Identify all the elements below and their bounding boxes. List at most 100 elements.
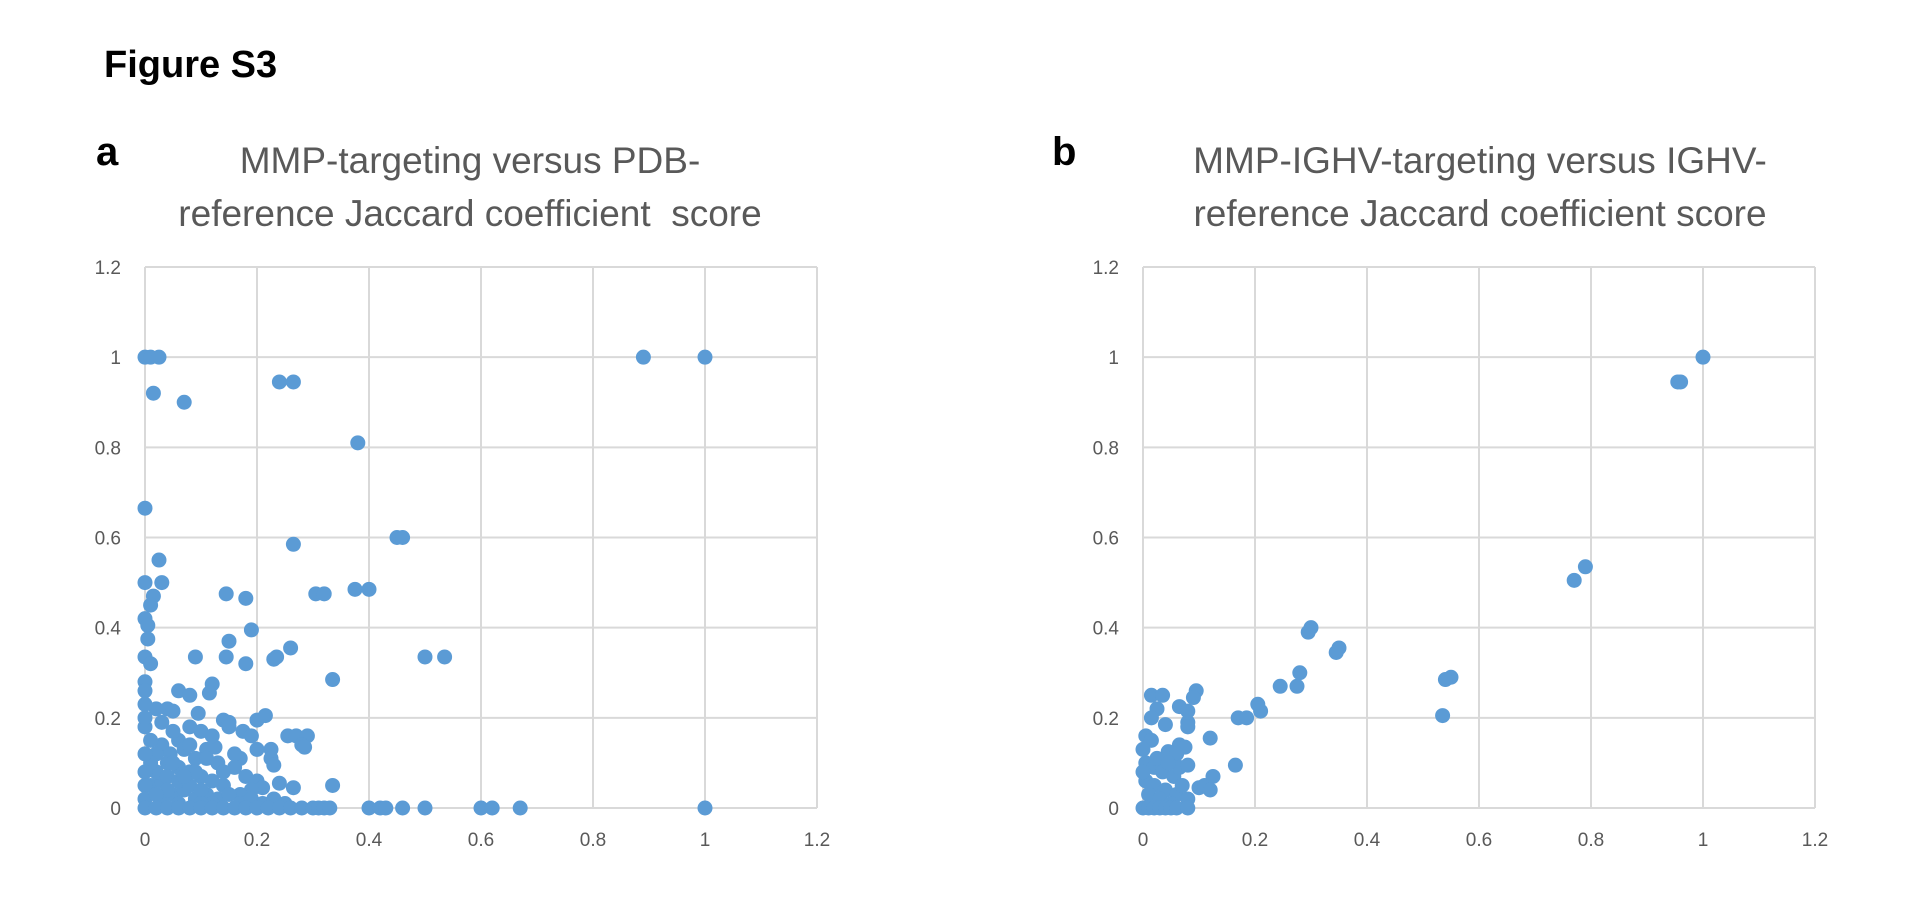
y-tick-label: 0 bbox=[1108, 799, 1119, 820]
data-point bbox=[193, 800, 209, 816]
data-point bbox=[145, 385, 161, 401]
x-tick-label: 1 bbox=[700, 830, 711, 851]
data-point bbox=[697, 349, 713, 365]
data-point bbox=[1180, 757, 1196, 773]
data-point bbox=[1435, 708, 1451, 724]
data-point bbox=[512, 800, 528, 816]
data-point bbox=[1174, 777, 1190, 793]
data-point bbox=[176, 394, 192, 410]
y-tick-label: 0.6 bbox=[95, 529, 121, 550]
data-point bbox=[204, 728, 220, 744]
data-point bbox=[417, 649, 433, 665]
data-point bbox=[227, 800, 243, 816]
data-point bbox=[1300, 624, 1316, 640]
data-point bbox=[199, 750, 215, 766]
data-point bbox=[182, 687, 198, 703]
data-point bbox=[137, 710, 153, 726]
data-point bbox=[316, 586, 332, 602]
data-point bbox=[140, 617, 156, 633]
data-point bbox=[1695, 349, 1711, 365]
data-point bbox=[137, 764, 153, 780]
data-point bbox=[187, 750, 203, 766]
data-point bbox=[137, 683, 153, 699]
data-point bbox=[361, 581, 377, 597]
data-point bbox=[347, 581, 363, 597]
data-point bbox=[238, 590, 254, 606]
data-point bbox=[283, 800, 299, 816]
data-point bbox=[1292, 665, 1308, 681]
data-point bbox=[1155, 687, 1171, 703]
data-point bbox=[285, 536, 301, 552]
data-point bbox=[137, 777, 153, 793]
y-tick-label: 0 bbox=[110, 799, 121, 820]
x-tick-label: 0 bbox=[1138, 830, 1149, 851]
data-point bbox=[154, 714, 170, 730]
data-point bbox=[207, 739, 223, 755]
x-tick-label: 1.2 bbox=[804, 830, 830, 851]
panel-a: a MMP-targeting versus PDB- reference Ja… bbox=[0, 120, 900, 880]
data-point bbox=[325, 672, 341, 688]
data-point bbox=[1157, 717, 1173, 733]
data-point bbox=[143, 597, 159, 613]
data-point bbox=[294, 800, 310, 816]
y-tick-label: 0.4 bbox=[1093, 619, 1120, 640]
data-point bbox=[417, 800, 433, 816]
x-tick-label: 0.4 bbox=[356, 830, 383, 851]
data-point bbox=[325, 777, 341, 793]
data-point bbox=[1205, 768, 1221, 784]
data-point bbox=[204, 800, 220, 816]
x-tick-label: 1 bbox=[1698, 830, 1709, 851]
x-tick-label: 0.2 bbox=[244, 830, 270, 851]
data-point bbox=[238, 656, 254, 672]
figure-title: Figure S3 bbox=[104, 44, 278, 86]
data-point bbox=[1180, 800, 1196, 816]
data-point bbox=[1143, 710, 1159, 726]
data-point bbox=[1180, 719, 1196, 735]
panel-letter: a bbox=[96, 130, 119, 174]
data-point bbox=[1239, 710, 1255, 726]
y-tick-label: 1.2 bbox=[1093, 258, 1119, 279]
data-point bbox=[137, 575, 153, 591]
data-point bbox=[635, 349, 651, 365]
data-point bbox=[1437, 672, 1453, 688]
data-point bbox=[154, 575, 170, 591]
y-tick-label: 0.2 bbox=[95, 709, 121, 730]
data-point bbox=[221, 786, 237, 802]
panel-b: b MMP-IGHV-targeting versus IGHV- refere… bbox=[1000, 120, 1900, 880]
y-tick-label: 1.2 bbox=[95, 258, 121, 279]
data-point bbox=[271, 800, 287, 816]
data-point bbox=[165, 755, 181, 771]
x-tick-label: 0.6 bbox=[468, 830, 494, 851]
data-point bbox=[182, 800, 198, 816]
data-point bbox=[255, 780, 271, 796]
data-point bbox=[378, 800, 394, 816]
data-point bbox=[137, 500, 153, 516]
data-point bbox=[1185, 690, 1201, 706]
data-point bbox=[137, 800, 153, 816]
data-point bbox=[137, 696, 153, 712]
data-point bbox=[215, 764, 231, 780]
data-point bbox=[257, 708, 273, 724]
data-point bbox=[137, 746, 153, 762]
data-point bbox=[297, 739, 313, 755]
x-tick-label: 0.8 bbox=[1578, 830, 1604, 851]
x-tick-label: 0.6 bbox=[1466, 830, 1492, 851]
y-tick-label: 0.8 bbox=[95, 438, 121, 459]
data-point bbox=[1566, 572, 1582, 588]
data-point bbox=[260, 800, 276, 816]
x-tick-label: 0.4 bbox=[1354, 830, 1381, 851]
x-tick-label: 0.8 bbox=[580, 830, 606, 851]
data-point bbox=[171, 800, 187, 816]
data-point bbox=[1169, 800, 1185, 816]
data-point bbox=[190, 705, 206, 721]
data-point bbox=[395, 530, 411, 545]
data-point bbox=[1202, 782, 1218, 798]
data-point bbox=[271, 775, 287, 791]
y-tick-label: 1 bbox=[110, 348, 121, 369]
data-point bbox=[271, 374, 287, 390]
data-point bbox=[322, 800, 338, 816]
x-tick-label: 1.2 bbox=[1802, 830, 1828, 851]
data-point bbox=[243, 728, 259, 744]
data-point bbox=[243, 622, 259, 638]
data-point bbox=[218, 649, 234, 665]
